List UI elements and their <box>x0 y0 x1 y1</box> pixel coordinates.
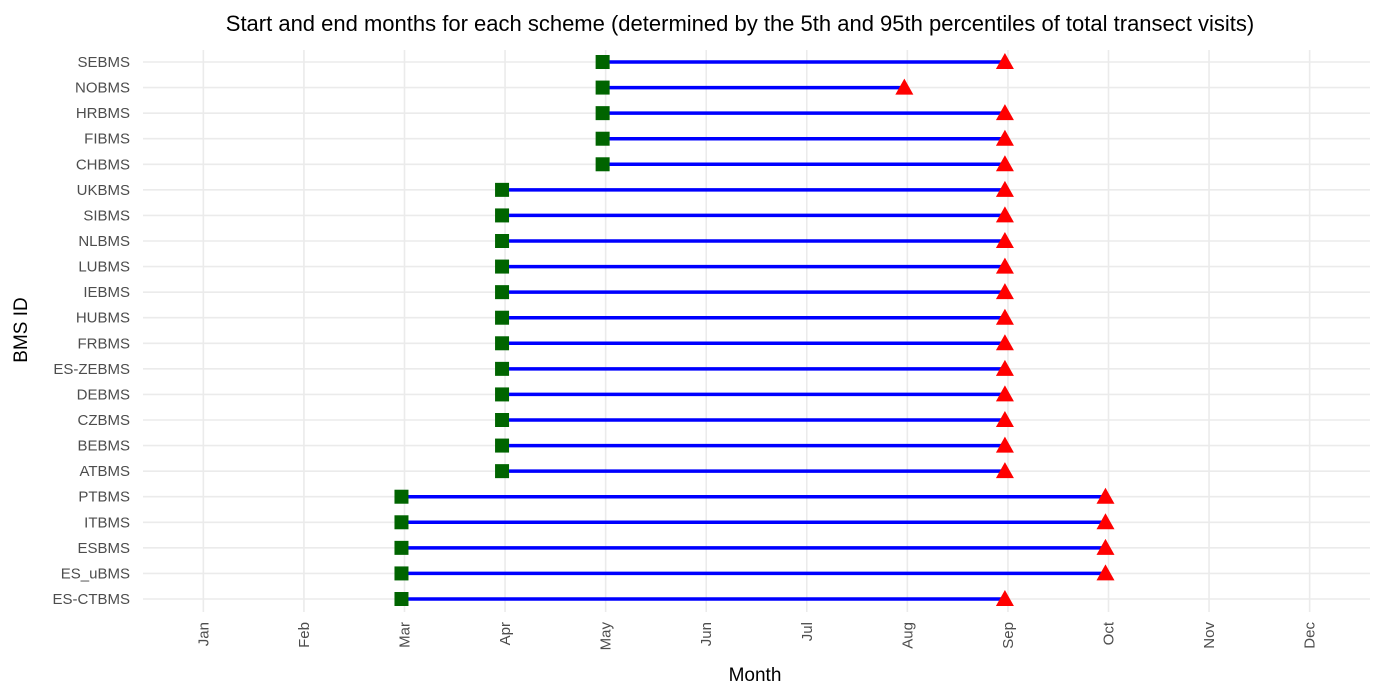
x-tick-label: Jan <box>195 622 212 646</box>
end-marker <box>1096 513 1115 530</box>
end-marker <box>995 385 1014 402</box>
start-marker <box>595 106 610 121</box>
y-tick-label: LUBMS <box>78 259 130 276</box>
end-marker <box>1096 487 1115 504</box>
start-marker <box>595 157 610 172</box>
end-marker <box>1096 538 1115 555</box>
chart-title: Start and end months for each scheme (de… <box>226 11 1254 36</box>
x-axis-ticks: Jan Feb Mar Apr May Jun Jul Aug Sep Oct Nov Dec <box>195 621 1318 650</box>
end-marker <box>995 411 1014 427</box>
start-marker <box>495 336 510 351</box>
start-marker <box>394 540 409 555</box>
start-marker <box>394 592 409 606</box>
x-tick-label: Feb <box>296 622 313 648</box>
end-marker <box>995 180 1014 197</box>
start-marker <box>495 310 510 325</box>
x-tick-label: Nov <box>1201 622 1218 649</box>
start-marker <box>394 566 409 581</box>
end-marker <box>995 104 1014 121</box>
y-tick-label: IEBMS <box>83 284 130 301</box>
end-marker <box>995 206 1014 223</box>
x-tick-label: May <box>598 622 615 651</box>
markers <box>394 53 1115 606</box>
end-marker <box>1096 564 1115 581</box>
end-marker <box>995 129 1014 146</box>
y-tick-label: ITBMS <box>84 514 130 531</box>
y-tick-label: NOBMS <box>75 80 130 97</box>
y-tick-label: PTBMS <box>78 489 130 506</box>
end-marker <box>995 590 1014 606</box>
y-tick-label: FRBMS <box>78 335 131 352</box>
end-marker <box>995 462 1014 479</box>
y-tick-label: BEBMS <box>77 438 130 455</box>
y-tick-label: HRBMS <box>76 105 130 122</box>
y-tick-label: UKBMS <box>77 182 130 199</box>
end-marker <box>995 155 1014 172</box>
end-marker <box>995 308 1014 325</box>
x-tick-label: Aug <box>899 622 916 649</box>
y-tick-label: ATBMS <box>79 463 130 480</box>
start-marker <box>394 515 409 530</box>
y-tick-label: ES-ZEBMS <box>53 361 130 378</box>
start-marker <box>495 387 510 402</box>
y-tick-label: CHBMS <box>76 156 130 173</box>
start-marker <box>495 208 510 223</box>
x-tick-label: Dec <box>1302 622 1319 649</box>
x-tick-label: Sep <box>1000 622 1017 649</box>
y-tick-label: CZBMS <box>78 412 131 429</box>
start-marker <box>495 464 510 479</box>
end-marker <box>995 283 1014 300</box>
start-marker <box>495 413 510 427</box>
y-tick-label: DEBMS <box>77 386 130 403</box>
end-marker <box>895 78 914 95</box>
start-marker <box>495 259 510 274</box>
y-axis-title: BMS ID <box>11 297 32 362</box>
end-marker <box>995 359 1014 376</box>
start-marker <box>495 361 510 376</box>
y-tick-label: FIBMS <box>84 131 130 148</box>
start-marker <box>495 234 510 248</box>
start-marker <box>595 80 610 95</box>
start-marker <box>495 438 510 453</box>
start-marker <box>495 182 510 197</box>
end-marker <box>995 257 1014 274</box>
start-marker <box>495 285 510 300</box>
gridlines <box>143 50 1370 612</box>
y-tick-label: HUBMS <box>76 310 130 327</box>
x-tick-label: Jun <box>698 622 715 646</box>
x-tick-label: Oct <box>1101 621 1118 645</box>
x-tick-label: Apr <box>497 622 514 645</box>
start-marker <box>595 55 610 69</box>
x-tick-label: Jul <box>799 622 816 641</box>
end-marker <box>995 436 1014 453</box>
y-axis-ticks: SEBMS NOBMS HRBMS FIBMS CHBMS UKBMS SIBMS NLBMS… <box>52 54 130 608</box>
segments <box>401 60 1106 601</box>
end-marker <box>995 334 1014 351</box>
end-marker <box>995 232 1014 248</box>
x-tick-label: Mar <box>396 622 413 648</box>
start-marker <box>394 489 409 504</box>
y-tick-label: SEBMS <box>77 54 130 71</box>
y-tick-label: ES_uBMS <box>61 565 130 582</box>
y-tick-label: ES-CTBMS <box>52 591 130 608</box>
y-tick-label: NLBMS <box>78 233 130 250</box>
x-axis-title: Month <box>729 665 782 686</box>
y-tick-label: ESBMS <box>77 540 130 557</box>
y-tick-label: SIBMS <box>83 207 130 224</box>
end-marker <box>995 53 1014 69</box>
start-marker <box>595 131 610 146</box>
